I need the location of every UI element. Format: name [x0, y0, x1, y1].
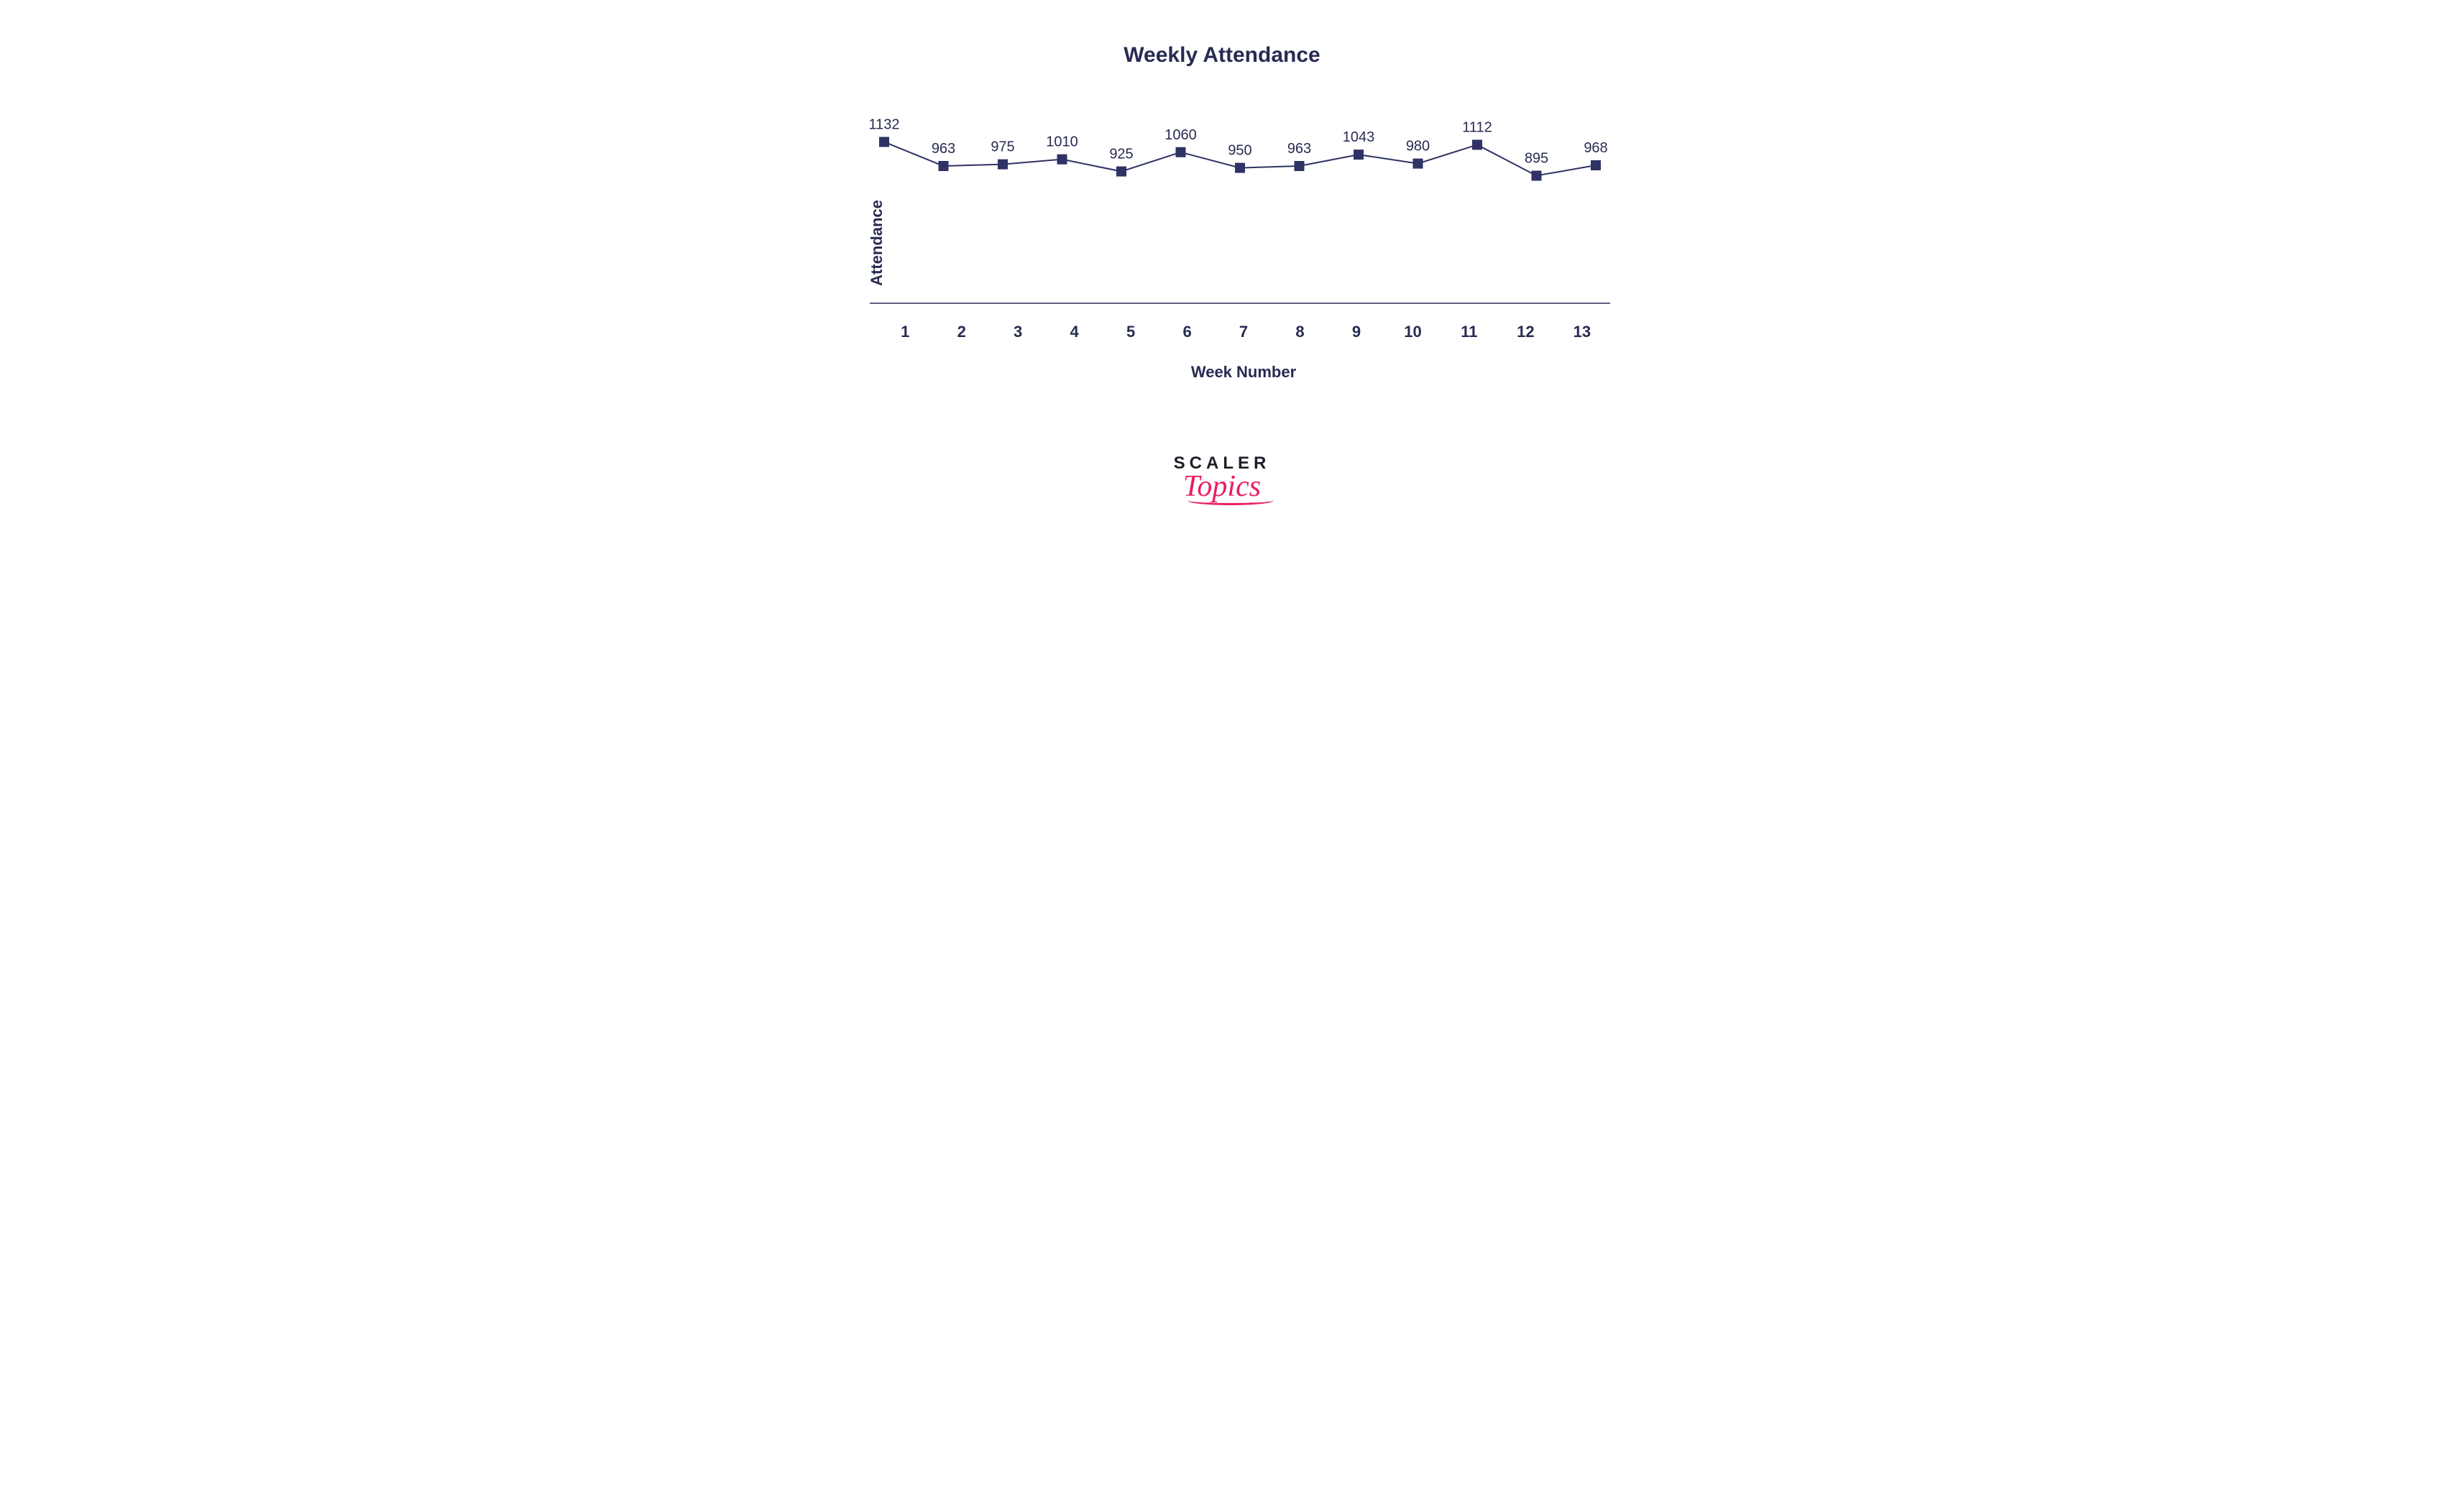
x-tick-label: 2 [933, 323, 989, 341]
data-value-label: 1043 [1343, 129, 1375, 145]
x-tick-label: 13 [1554, 323, 1610, 341]
scaler-topics-logo: SCALER Topics [1174, 453, 1271, 504]
x-tick-label: 8 [1272, 323, 1328, 341]
data-marker [998, 160, 1008, 170]
data-value-label: 963 [1287, 141, 1311, 157]
x-axis-label: Week Number [870, 363, 1617, 382]
attendance-chart: Weekly Attendance Attendance 11329639751… [827, 43, 1617, 382]
x-tick-label: 10 [1384, 323, 1441, 341]
x-tick-label: 4 [1046, 323, 1102, 341]
chart-svg: 1132 963 975 1010 925 1060 950 963 1043 980 1112 89… [870, 103, 1610, 305]
data-marker [1591, 160, 1601, 170]
data-value-label: 975 [991, 139, 1014, 155]
data-marker [1472, 139, 1482, 149]
data-marker [879, 137, 889, 147]
data-marker [1295, 161, 1305, 171]
x-tick-label: 9 [1328, 323, 1384, 341]
x-tick-label: 1 [877, 323, 933, 341]
x-tick-label: 5 [1103, 323, 1159, 341]
x-tick-label: 6 [1159, 323, 1215, 341]
logo-bottom-text: Topics [1174, 469, 1271, 504]
data-value-label: 925 [1109, 147, 1133, 162]
data-marker [1413, 159, 1423, 169]
data-marker [1532, 170, 1542, 180]
x-tick-label: 11 [1441, 323, 1497, 341]
plot-area: Attendance 11329639751010925106095096310… [870, 103, 1617, 382]
data-marker [1176, 147, 1186, 157]
data-value-label: 950 [1228, 143, 1251, 159]
data-value-label: 980 [1406, 139, 1430, 155]
data-marker [1235, 163, 1245, 173]
data-marker [1057, 155, 1067, 165]
data-marker [1116, 167, 1126, 177]
data-value-label: 1132 [870, 116, 900, 132]
data-value-label: 1060 [1164, 127, 1197, 143]
x-tick-row: 12345678910111213 [870, 323, 1617, 341]
x-tick-label: 3 [990, 323, 1046, 341]
data-value-label: 968 [1584, 140, 1607, 156]
x-tick-label: 7 [1216, 323, 1272, 341]
data-value-label: 1112 [1462, 119, 1492, 135]
data-value-label: 963 [932, 141, 955, 157]
data-value-label: 895 [1525, 150, 1548, 166]
y-axis-label: Attendance [868, 200, 886, 286]
x-tick-label: 12 [1497, 323, 1553, 341]
data-marker [1354, 149, 1364, 160]
chart-title: Weekly Attendance [827, 43, 1617, 68]
data-marker [939, 161, 949, 171]
data-value-label: 1010 [1046, 134, 1078, 150]
